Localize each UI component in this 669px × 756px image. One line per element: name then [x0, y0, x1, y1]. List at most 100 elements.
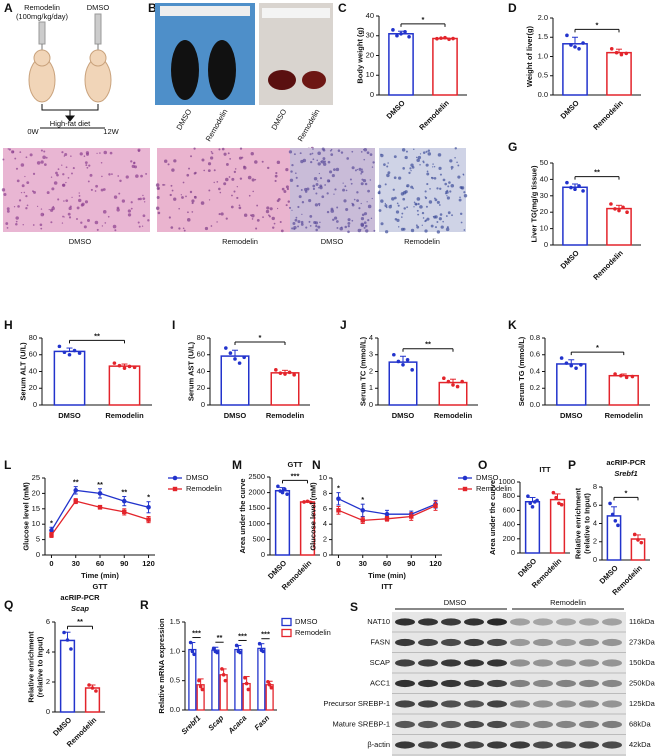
- cell-nucleus: [26, 181, 30, 185]
- y-tick-label: 6: [323, 504, 327, 513]
- blot-band: [464, 741, 484, 749]
- cell-nucleus: [378, 190, 381, 193]
- cell-nucleus: [401, 148, 406, 152]
- cell-nucleus: [104, 222, 107, 224]
- y-tick-label: 2.0: [538, 13, 548, 22]
- cell-nucleus: [308, 199, 312, 203]
- data-point: [49, 532, 54, 538]
- image-label: DMSO: [69, 237, 92, 246]
- y-tick-label: 4: [323, 519, 327, 528]
- cell-nucleus: [216, 221, 218, 223]
- cell-nucleus: [208, 199, 211, 201]
- cell-nucleus: [178, 227, 181, 230]
- cell-nucleus: [363, 212, 368, 216]
- data-point: [625, 210, 629, 214]
- blot-band: [510, 741, 530, 749]
- cell-nucleus: [351, 203, 355, 207]
- cell-nucleus: [357, 228, 362, 233]
- blot-band: [579, 618, 599, 626]
- cell-nucleus: [431, 176, 434, 180]
- y-axis-label: Area under the curve: [488, 480, 497, 555]
- cell-nucleus: [377, 184, 382, 189]
- data-point: [215, 650, 219, 655]
- cell-nucleus: [361, 178, 364, 181]
- cell-nucleus: [211, 152, 214, 155]
- x-tick-label: Remodelin: [105, 411, 144, 420]
- cell-nucleus: [427, 149, 431, 153]
- cell-nucleus: [18, 199, 22, 202]
- y-axis-label: Body weight (g): [355, 27, 364, 84]
- cell-nucleus: [209, 156, 214, 160]
- cell-nucleus: [213, 181, 215, 184]
- blot-band: [602, 720, 622, 729]
- y-tick-label: 40: [29, 366, 37, 375]
- cell-nucleus: [317, 225, 321, 229]
- bar: [608, 374, 639, 406]
- cell-nucleus: [451, 214, 453, 217]
- cell-nucleus: [415, 156, 418, 159]
- data-point: [433, 503, 438, 508]
- cell-nucleus: [363, 148, 368, 152]
- cell-nucleus: [7, 148, 9, 150]
- cell-nucleus: [283, 189, 287, 193]
- data-point: [401, 363, 405, 367]
- legend-swatch: [281, 617, 292, 627]
- cell-nucleus: [65, 181, 67, 184]
- legend-label: DMSO: [186, 473, 209, 482]
- legend-marker: [462, 486, 468, 492]
- cell-nucleus: [1, 188, 6, 192]
- y-tick-label: 0: [323, 550, 327, 559]
- cell-nucleus: [15, 216, 19, 220]
- y-axis-label: (relative to Input): [36, 636, 45, 697]
- cell-nucleus: [448, 181, 451, 184]
- data-point: [242, 355, 246, 360]
- cell-nucleus: [330, 153, 334, 156]
- cell-nucleus: [119, 179, 122, 183]
- cell-nucleus: [393, 155, 397, 159]
- cell-nucleus: [138, 225, 141, 228]
- cell-nucleus: [460, 221, 463, 224]
- cell-nucleus: [343, 199, 347, 203]
- cell-nucleus: [79, 152, 83, 156]
- cell-nucleus: [76, 206, 80, 210]
- cell-nucleus: [20, 191, 23, 194]
- cell-nucleus: [402, 197, 406, 201]
- cell-nucleus: [64, 153, 68, 157]
- blot-band: [418, 618, 438, 626]
- cell-nucleus: [288, 150, 293, 154]
- blot-band: [418, 679, 438, 688]
- panel-letter: K: [508, 318, 517, 332]
- cell-nucleus: [406, 184, 410, 188]
- cell-nucleus: [40, 160, 44, 164]
- data-point: [287, 370, 292, 375]
- cell-nucleus: [331, 173, 335, 178]
- cell-nucleus: [371, 197, 373, 200]
- cell-nucleus: [140, 174, 143, 178]
- y-tick-label: 30: [540, 191, 548, 200]
- data-point: [73, 488, 79, 493]
- size-label: 68kDa: [629, 719, 652, 728]
- cell-nucleus: [333, 193, 335, 195]
- cell-nucleus: [127, 213, 132, 217]
- cell-nucleus: [142, 194, 144, 197]
- cell-nucleus: [456, 161, 458, 164]
- protein-label: NAT10: [367, 617, 390, 626]
- cell-nucleus: [121, 199, 126, 203]
- y-tick-label: 0.4: [530, 366, 540, 375]
- panel-letter: O: [478, 458, 487, 472]
- cell-nucleus: [180, 194, 182, 196]
- legend-label: Remodelin: [476, 484, 512, 493]
- cell-nucleus: [265, 209, 270, 214]
- blot-band: [556, 700, 576, 708]
- cell-nucleus: [347, 230, 350, 234]
- data-point: [257, 641, 262, 646]
- cell-nucleus: [65, 199, 69, 203]
- blot-band: [510, 618, 530, 626]
- cell-nucleus: [360, 202, 362, 205]
- cell-nucleus: [287, 200, 290, 203]
- cell-nucleus: [308, 220, 311, 223]
- cell-nucleus: [229, 157, 232, 160]
- data-point: [447, 37, 451, 42]
- legend-label: DMSO: [476, 473, 499, 482]
- cell-nucleus: [326, 210, 330, 214]
